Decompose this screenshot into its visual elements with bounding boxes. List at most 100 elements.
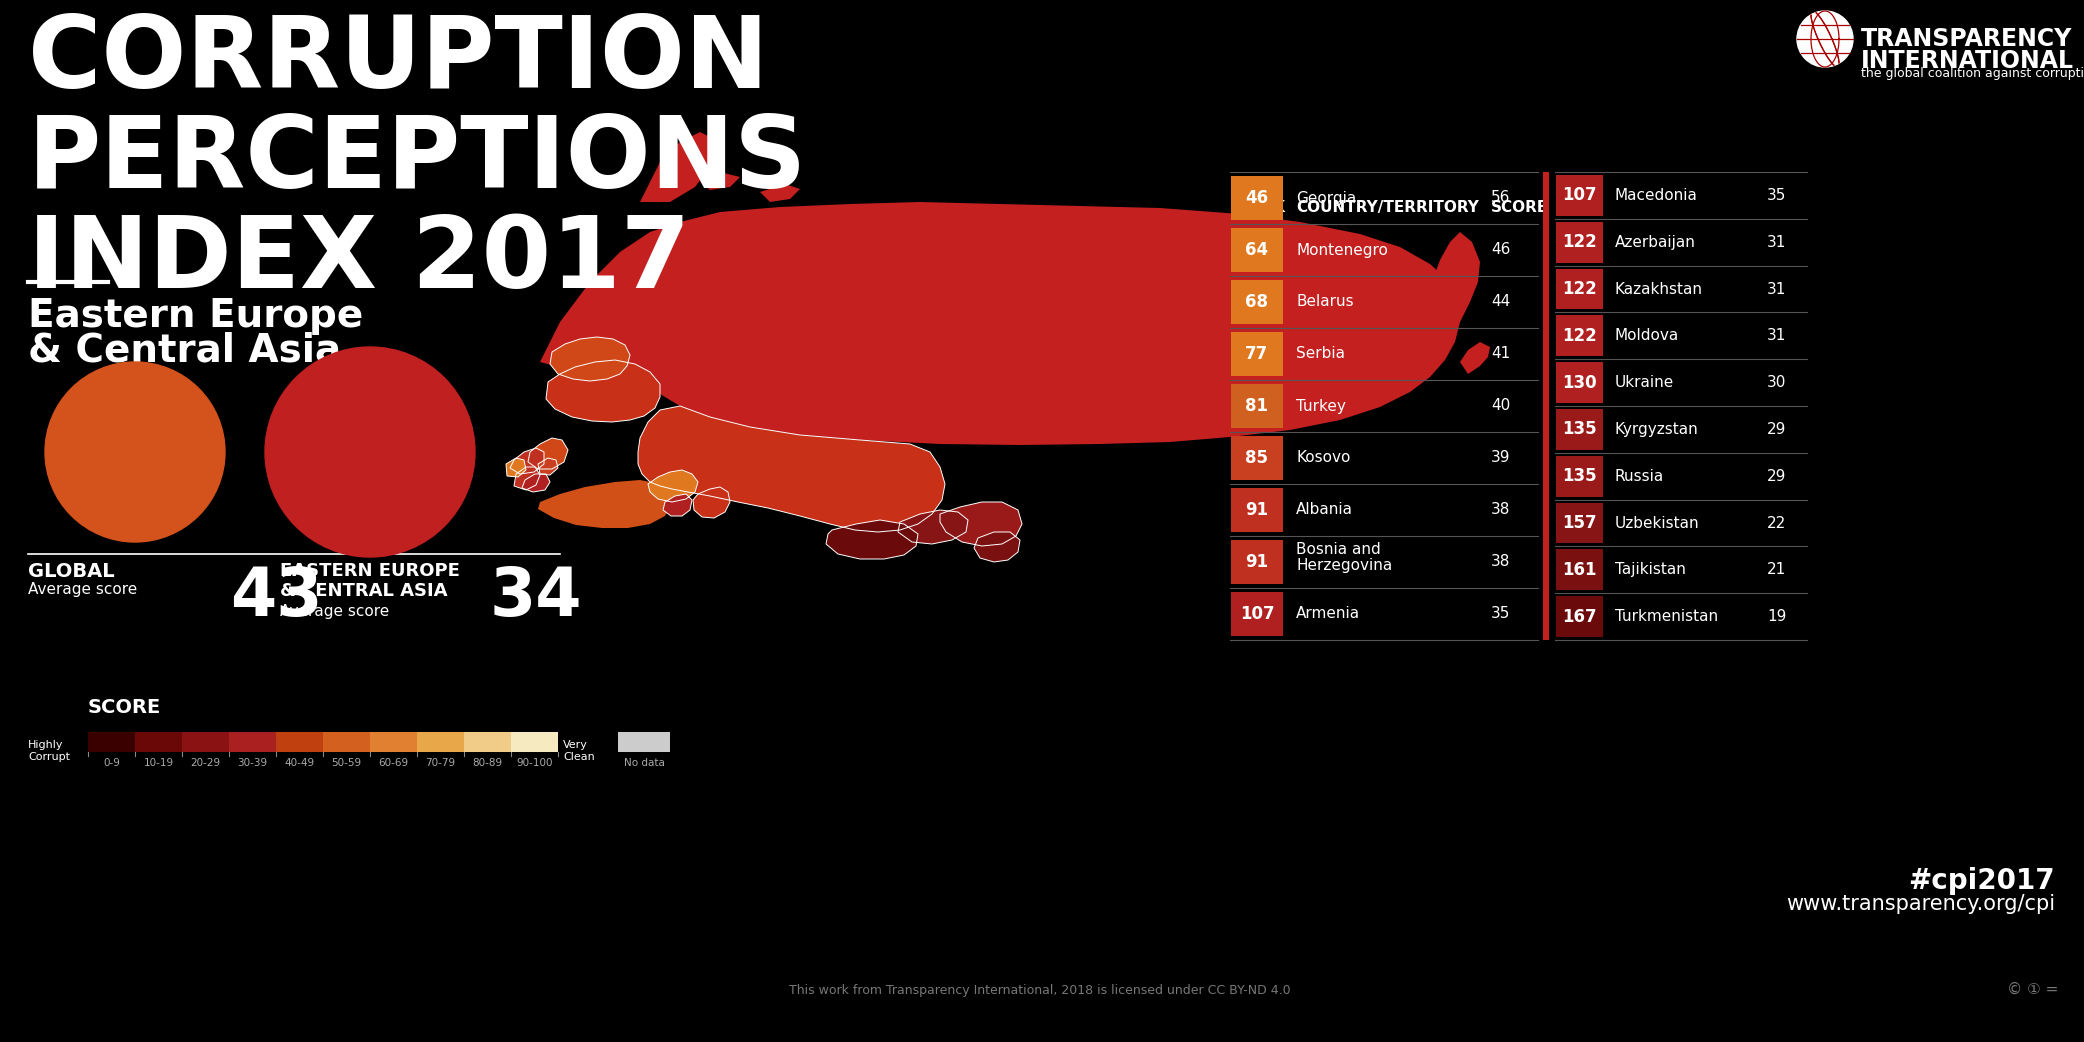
Text: Macedonia: Macedonia (1615, 188, 1698, 203)
Polygon shape (700, 172, 740, 190)
Text: 10-19: 10-19 (144, 758, 173, 768)
Text: 81: 81 (1246, 397, 1269, 415)
Text: INDEX 2017: INDEX 2017 (27, 212, 690, 309)
Text: Albania: Albania (1296, 502, 1353, 518)
Polygon shape (1461, 342, 1490, 374)
Bar (229, 731, 275, 752)
Text: 21: 21 (1767, 563, 1786, 577)
Text: 70-79: 70-79 (425, 758, 456, 768)
Text: EASTERN EUROPE: EASTERN EUROPE (279, 562, 461, 580)
Text: 107: 107 (1563, 187, 1596, 204)
Text: 80-89: 80-89 (473, 758, 502, 768)
Text: 64: 64 (1246, 241, 1269, 259)
Polygon shape (638, 406, 944, 532)
Polygon shape (1428, 232, 1480, 342)
Bar (1557, 316, 1603, 356)
Text: Kazakhstan: Kazakhstan (1615, 281, 1703, 297)
Text: Serbia: Serbia (1296, 347, 1344, 362)
Text: 44: 44 (1490, 295, 1511, 309)
Text: 46: 46 (1490, 243, 1511, 257)
Polygon shape (515, 467, 540, 490)
Text: 135: 135 (1563, 467, 1596, 486)
Bar (1232, 592, 1284, 636)
Polygon shape (506, 458, 525, 477)
Text: INTERNATIONAL: INTERNATIONAL (1861, 49, 2074, 73)
Text: Montenegro: Montenegro (1296, 243, 1388, 257)
Text: Belarus: Belarus (1296, 295, 1355, 309)
Text: 19: 19 (1767, 610, 1786, 624)
Text: 50-59: 50-59 (331, 758, 361, 768)
Polygon shape (761, 184, 800, 202)
Polygon shape (648, 470, 698, 502)
Bar (1557, 502, 1603, 543)
Bar (88, 731, 135, 752)
Text: 135: 135 (1563, 420, 1596, 439)
Bar (511, 731, 559, 752)
Polygon shape (546, 359, 661, 422)
Text: 41: 41 (1490, 347, 1511, 362)
Text: 161: 161 (1563, 561, 1596, 578)
Polygon shape (538, 480, 671, 528)
Text: SCORE: SCORE (88, 698, 160, 717)
Bar (1557, 175, 1603, 216)
Bar (371, 731, 417, 752)
Bar (1557, 269, 1603, 309)
Text: This work from Transparency International, 2018 is licensed under CC BY-ND 4.0: This work from Transparency Internationa… (790, 984, 1290, 997)
Text: 46: 46 (1246, 189, 1269, 207)
Text: Kyrgyzstan: Kyrgyzstan (1615, 422, 1698, 437)
Text: 77: 77 (1246, 345, 1269, 363)
Text: 91: 91 (1246, 501, 1269, 519)
Text: the global coalition against corruption: the global coalition against corruption (1861, 67, 2084, 80)
Text: 130: 130 (1563, 374, 1596, 392)
Text: 35: 35 (1490, 606, 1511, 621)
Text: 43: 43 (229, 564, 323, 630)
Text: Bosnia and: Bosnia and (1296, 542, 1382, 557)
Bar (135, 731, 181, 752)
Text: GLOBAL: GLOBAL (27, 562, 115, 581)
Text: 29: 29 (1767, 422, 1786, 437)
Polygon shape (663, 494, 692, 516)
Text: 85: 85 (1246, 449, 1269, 467)
Bar (1232, 488, 1284, 532)
Polygon shape (527, 438, 569, 469)
Text: 38: 38 (1490, 502, 1511, 518)
Text: TRANSPARENCY: TRANSPARENCY (1861, 27, 2071, 51)
Text: © ① =: © ① = (2007, 982, 2059, 997)
Text: Eastern Europe: Eastern Europe (27, 297, 363, 334)
Bar (619, 731, 669, 752)
Bar (1232, 384, 1284, 428)
Text: Moldova: Moldova (1615, 328, 1680, 343)
Text: Highly
Corrupt: Highly Corrupt (27, 740, 71, 763)
Text: #cpi2017: #cpi2017 (1909, 867, 2055, 895)
Text: Tajikistan: Tajikistan (1615, 563, 1686, 577)
Bar (1232, 228, 1284, 272)
Polygon shape (640, 132, 719, 202)
Text: No data: No data (623, 758, 665, 768)
Text: CORRUPTION: CORRUPTION (27, 13, 769, 109)
Text: 34: 34 (490, 564, 584, 630)
Bar (1542, 172, 1548, 640)
Polygon shape (898, 510, 967, 544)
Text: 122: 122 (1563, 327, 1596, 345)
Polygon shape (521, 474, 550, 492)
Bar (181, 731, 229, 752)
Text: Uzbekistan: Uzbekistan (1615, 516, 1701, 530)
Text: & Central Asia: & Central Asia (27, 332, 342, 370)
Text: 29: 29 (1767, 469, 1786, 483)
Text: SCORE: SCORE (1490, 200, 1548, 215)
Circle shape (46, 362, 225, 542)
Text: Very
Clean: Very Clean (563, 740, 594, 763)
Polygon shape (973, 532, 1019, 562)
Text: 39: 39 (1490, 450, 1511, 466)
Polygon shape (550, 337, 629, 381)
Bar (323, 731, 371, 752)
Text: Ukraine: Ukraine (1615, 375, 1673, 390)
Polygon shape (617, 394, 631, 412)
Bar (1232, 176, 1284, 220)
Text: 40: 40 (1490, 398, 1511, 414)
Polygon shape (825, 520, 917, 559)
Text: 60-69: 60-69 (379, 758, 408, 768)
Circle shape (1796, 11, 1853, 67)
Text: 0-9: 0-9 (102, 758, 121, 768)
Text: Kosovo: Kosovo (1296, 450, 1350, 466)
